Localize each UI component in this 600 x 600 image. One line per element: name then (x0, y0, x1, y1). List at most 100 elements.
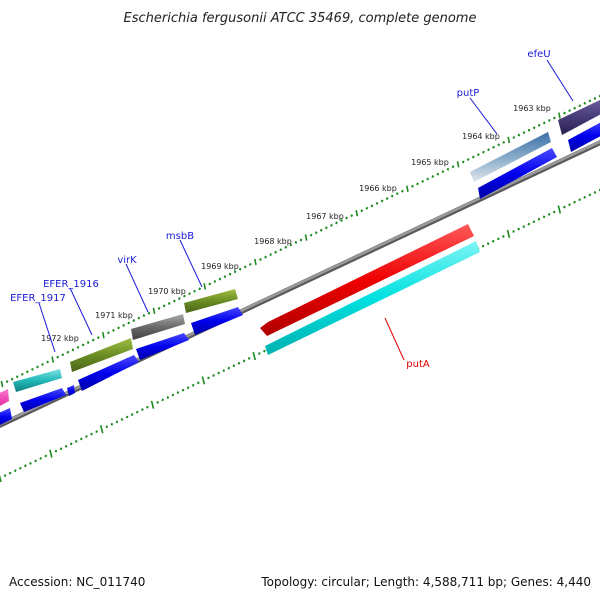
minor-tick (502, 234, 505, 238)
minor-tick (54, 449, 58, 453)
minor-tick (5, 380, 9, 383)
minor-tick (71, 348, 75, 352)
minor-tick (593, 191, 597, 194)
minor-tick (90, 432, 93, 436)
major-tick (99, 425, 104, 434)
minor-tick (46, 360, 49, 364)
major-tick (49, 449, 53, 458)
minor-tick (537, 123, 541, 127)
minor-tick (578, 198, 581, 202)
minor-tick (512, 230, 515, 233)
minor-tick (105, 425, 109, 429)
minor-tick (13, 469, 17, 473)
minor-tick (289, 243, 293, 247)
minor-tick (29, 461, 32, 465)
minor-tick (583, 195, 587, 199)
minor-tick (183, 294, 186, 298)
minor-tick (309, 233, 313, 237)
tick-label: 1965 kbp (411, 158, 449, 167)
minor-tick (299, 238, 303, 242)
gene-features (0, 100, 600, 425)
tick-label: 1972 kbp (41, 334, 79, 343)
minor-tick (191, 383, 195, 387)
minor-tick (198, 287, 201, 291)
minor-tick (15, 375, 19, 379)
minor-tick (107, 331, 110, 335)
minor-tick (497, 143, 500, 147)
minor-tick (91, 338, 95, 342)
map-title: Escherichia fergusonii ATCC 35469, compl… (124, 11, 477, 26)
gene-label-putP: putP (457, 88, 480, 99)
major-tick (355, 209, 359, 217)
major-tick (203, 283, 207, 290)
major-tick (254, 258, 257, 266)
gene-label-virK: virK (117, 255, 137, 266)
minor-tick (238, 267, 242, 271)
minor-tick (19, 466, 22, 470)
minor-tick (120, 418, 124, 421)
minor-tick (141, 408, 144, 412)
outer-tick-track (0, 94, 600, 388)
minor-tick (96, 336, 100, 340)
major-tick (0, 474, 2, 483)
minor-tick (212, 374, 215, 377)
minor-tick (85, 435, 88, 438)
minor-tick (330, 223, 333, 227)
minor-tick (583, 101, 587, 105)
minor-tick (314, 231, 318, 235)
minor-tick (284, 245, 288, 249)
minor-tick (20, 372, 24, 376)
minor-tick (375, 201, 379, 205)
minor-tick (345, 216, 348, 220)
minor-tick (350, 214, 353, 217)
minor-tick (76, 345, 80, 349)
gene-feature (13, 369, 62, 392)
cds-feature (136, 333, 189, 360)
cds-feature (0, 408, 12, 425)
minor-tick (247, 357, 251, 360)
gene-feature (184, 289, 238, 313)
minor-tick (237, 361, 241, 365)
minor-tick (481, 244, 485, 248)
major-tick (558, 112, 561, 119)
minor-tick (186, 386, 190, 390)
cds-feature (67, 385, 75, 396)
minor-tick (181, 388, 185, 392)
minor-tick (411, 184, 414, 188)
tick-label: 1964 kbp (462, 132, 500, 141)
minor-tick (542, 215, 546, 219)
major-tick (0, 380, 4, 388)
gene-label-EFER_1916: EFER_1916 (43, 279, 99, 290)
minor-tick (360, 209, 364, 213)
minor-tick (217, 371, 220, 375)
minor-tick (66, 350, 70, 354)
minor-tick (573, 200, 576, 204)
minor-tick (380, 199, 384, 203)
minor-tick (218, 277, 222, 281)
tick-label: 1966 kbp (359, 184, 397, 193)
minor-tick (44, 454, 48, 458)
minor-tick (196, 381, 200, 385)
minor-tick (264, 255, 267, 259)
major-tick (101, 331, 105, 339)
minor-tick (395, 192, 399, 196)
minor-tick (588, 99, 592, 103)
minor-tick (193, 289, 196, 293)
minor-tick (385, 197, 389, 200)
minor-tick (3, 474, 7, 477)
gene-leader-lines (38, 59, 574, 361)
minor-tick (527, 128, 531, 132)
gene-feature (0, 389, 9, 406)
minor-tick (319, 228, 323, 232)
minor-tick (115, 420, 119, 424)
minor-tick (156, 400, 159, 404)
tick-label: 1970 kbp (148, 287, 186, 296)
minor-tick (274, 250, 277, 254)
tick-labels: 1963 kbp 1964 kbp 1965 kbp 1966 kbp 1967… (41, 104, 551, 343)
minor-tick (34, 459, 37, 463)
minor-tick (532, 220, 536, 224)
minor-tick (112, 328, 115, 332)
cds-feature (20, 388, 66, 412)
gene-feature (470, 132, 551, 182)
minor-tick (243, 265, 247, 269)
